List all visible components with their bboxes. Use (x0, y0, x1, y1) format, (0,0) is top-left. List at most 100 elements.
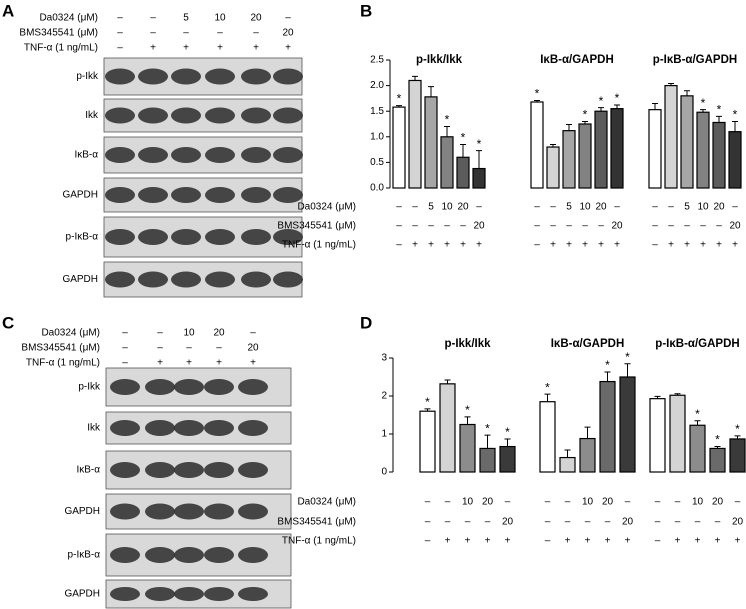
condition-value: – (652, 221, 658, 232)
condition-value: 20 (611, 221, 623, 232)
condition-value: 20 (622, 517, 634, 528)
blot-band (238, 547, 268, 563)
blot-band (145, 379, 175, 395)
condition-value: – (425, 497, 431, 508)
panel-label: A (2, 1, 14, 20)
condition-value: – (534, 240, 540, 251)
condition-value: – (565, 497, 571, 508)
condition-value: – (122, 358, 128, 369)
error-bar (654, 395, 661, 399)
blot-band (204, 547, 234, 563)
condition-value: + (444, 240, 450, 251)
bar (712, 121, 726, 189)
condition-value: + (505, 536, 511, 547)
condition-value: + (675, 536, 681, 547)
y-tick-label: 1.0 (370, 131, 384, 142)
condition-value: + (183, 43, 189, 54)
blot-band (138, 147, 168, 163)
significance-star: * (425, 395, 430, 409)
blot-label: IκB-α (76, 465, 100, 476)
bar (648, 109, 662, 189)
group-title: p-Ikk/Ikk (416, 54, 463, 66)
blot-band (145, 462, 175, 478)
condition-value: 20 (729, 221, 741, 232)
condition-value: – (250, 328, 256, 339)
blot-band (174, 547, 204, 563)
condition-value: – (675, 497, 681, 508)
condition-value: + (605, 536, 611, 547)
blot-band (204, 379, 234, 395)
y-tick-label: 0 (381, 467, 387, 478)
condition-value: – (122, 328, 128, 339)
y-tick-label: 3 (381, 353, 387, 364)
condition-value: – (425, 536, 431, 547)
blot-label: GAPDH (62, 274, 98, 285)
bar (594, 110, 608, 189)
significance-star: * (701, 96, 706, 110)
condition-value: – (157, 343, 163, 354)
bar (546, 146, 560, 189)
blot-label: GAPDH (64, 506, 100, 517)
group-title: IκB-α/GAPDH (540, 54, 614, 66)
bar (619, 376, 636, 473)
blot-band (205, 147, 235, 163)
group-title: p-Ikk/Ikk (444, 338, 491, 350)
condition-value: 20 (482, 497, 494, 508)
blot-band (138, 271, 168, 288)
bar (472, 167, 486, 189)
error-bar (566, 124, 572, 131)
condition-value: 10 (183, 328, 195, 339)
condition-value: – (652, 240, 658, 251)
blot-band (241, 68, 271, 85)
condition-value: – (614, 202, 620, 213)
group-title: p-IκB-α/GAPDH (655, 338, 739, 350)
error-bar (564, 449, 571, 458)
blot-band (105, 107, 135, 124)
condition-value: 5 (183, 13, 189, 24)
blot-band (110, 547, 140, 563)
error-bar (460, 143, 466, 158)
condition-value: – (565, 517, 571, 528)
significance-star: * (445, 113, 450, 127)
condition-value: + (582, 240, 588, 251)
blot-band (110, 379, 140, 395)
blot-band (273, 229, 303, 245)
significance-star: * (615, 91, 620, 105)
bar (728, 131, 742, 189)
blot-band (171, 229, 201, 245)
error-bar (582, 120, 588, 124)
condition-value: – (445, 497, 451, 508)
blot-band (204, 462, 234, 478)
condition-value: – (122, 343, 128, 354)
condition-value: 20 (502, 517, 514, 528)
significance-star: * (461, 131, 466, 145)
bar (599, 380, 616, 473)
condition-value: 20 (250, 13, 262, 24)
condition-value: – (425, 517, 431, 528)
significance-star: * (735, 422, 740, 436)
condition-value: + (412, 240, 418, 251)
bar (459, 423, 476, 473)
condition-value: – (396, 221, 402, 232)
error-bar (652, 103, 658, 110)
bar (579, 437, 596, 473)
significance-star: * (605, 358, 610, 372)
blot-band (171, 147, 201, 163)
condition-value: – (117, 43, 123, 54)
bar (419, 410, 436, 473)
y-tick-label: 2.5 (370, 55, 384, 66)
error-bar (444, 126, 450, 137)
significance-star: * (715, 433, 720, 447)
condition-label: Da0324 (μM) (41, 328, 100, 339)
error-bar (428, 86, 434, 97)
condition-value: – (668, 221, 674, 232)
bar (669, 394, 686, 473)
blot-band (145, 547, 175, 563)
y-tick-label: 2.0 (370, 80, 384, 91)
condition-value: – (183, 28, 189, 39)
bar (696, 111, 710, 189)
significance-star: * (397, 92, 402, 106)
condition-value: – (550, 221, 556, 232)
condition-value: + (732, 240, 738, 251)
condition-value: – (735, 497, 741, 508)
